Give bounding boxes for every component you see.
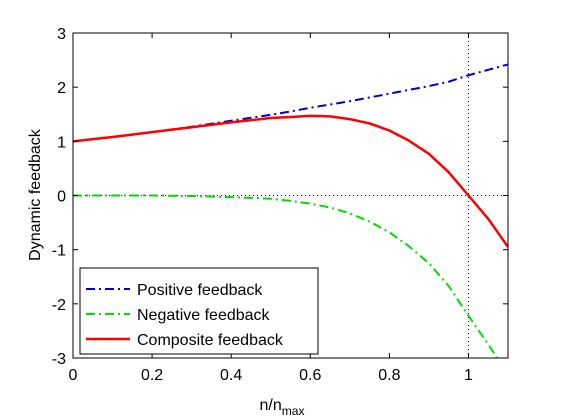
x-tick-label: 1	[464, 367, 473, 384]
y-tick-label: -3	[52, 351, 66, 368]
y-tick-label: 0	[57, 189, 66, 206]
legend-label-2: Negative feedback	[137, 307, 271, 324]
y-tick-label: -2	[52, 297, 66, 314]
legend: Positive feedback Negative feedback Compos…	[79, 267, 319, 355]
x-axis-ticks: 0 0.2 0.4 0.6 0.8 1	[69, 33, 473, 384]
y-tick-label: 3	[57, 26, 66, 43]
y-axis-ticks: -3 -2 -1 0 1 2 3	[52, 26, 508, 368]
x-tick-label: 0.8	[378, 367, 400, 384]
x-tick-label: 0.2	[141, 367, 163, 384]
legend-label-1: Positive feedback	[137, 282, 263, 299]
y-axis-label: Dynamic feedback	[27, 128, 44, 261]
x-axis-label: n/nmax	[260, 397, 305, 418]
y-tick-label: -1	[52, 243, 66, 260]
reference-lines	[73, 33, 508, 358]
series-line-1	[73, 63, 508, 143]
series-lines	[73, 63, 508, 358]
x-tick-label: 0.6	[299, 367, 321, 384]
series-line-3	[73, 114, 508, 248]
legend-label-3: Composite feedback	[137, 332, 284, 349]
x-tick-label: 0	[69, 367, 78, 384]
y-tick-label: 2	[57, 80, 66, 97]
y-tick-label: 1	[57, 134, 66, 151]
x-tick-label: 0.4	[220, 367, 242, 384]
series-line-2	[73, 194, 499, 358]
